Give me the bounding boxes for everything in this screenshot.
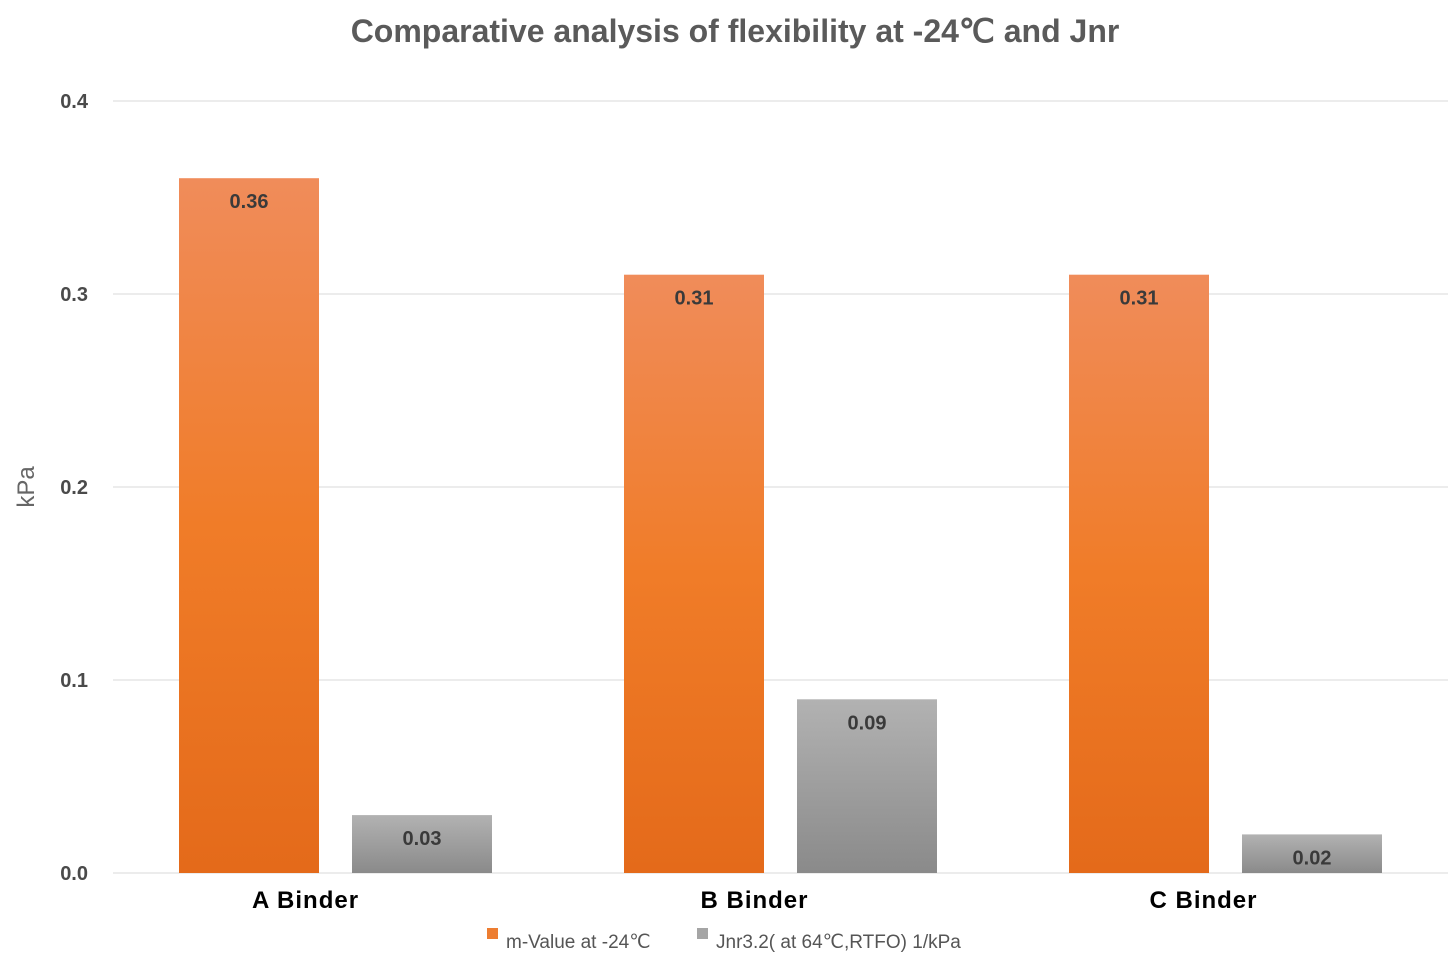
data-label: 0.03	[403, 828, 442, 850]
gridlines	[113, 100, 1448, 874]
y-tick-label: 0.4	[60, 91, 89, 113]
x-category-label: A Binder	[252, 887, 359, 914]
x-axis-categories: A Binder B Binder C Binder	[252, 887, 1257, 914]
legend-swatch-m-value	[487, 928, 498, 939]
legend-swatch-jnr	[697, 928, 708, 939]
y-axis-ticks: 0.0 0.1 0.2 0.3 0.4	[60, 91, 89, 885]
data-label: 0.36	[230, 191, 269, 213]
legend-label-m-value: m-Value at -24℃	[506, 932, 651, 953]
y-tick-label: 0.3	[60, 284, 88, 306]
y-axis-label: kPa	[13, 466, 40, 508]
bar-m-value-a	[179, 178, 319, 873]
data-label: 0.31	[1120, 288, 1159, 310]
x-category-label: C Binder	[1149, 887, 1257, 914]
legend-label-jnr: Jnr3.2( at 64℃,RTFO) 1/kPa	[716, 932, 961, 953]
bars	[179, 178, 1382, 873]
bar-m-value-c	[1069, 274, 1209, 873]
chart-title: Comparative analysis of flexibility at -…	[351, 13, 1120, 49]
data-label: 0.02	[1293, 847, 1332, 869]
bar-jnr-a	[352, 815, 492, 873]
data-label: 0.31	[675, 288, 714, 310]
legend: m-Value at -24℃ Jnr3.2( at 64℃,RTFO) 1/k…	[487, 928, 961, 953]
y-tick-label: 0.1	[60, 670, 88, 692]
x-category-label: B Binder	[700, 887, 808, 914]
y-tick-label: 0.0	[60, 863, 88, 885]
data-labels: 0.36 0.03 0.31 0.09 0.31 0.02	[230, 191, 1332, 869]
bar-m-value-b	[624, 274, 764, 873]
bar-jnr-c	[1242, 834, 1382, 873]
data-label: 0.09	[848, 712, 887, 734]
y-tick-label: 0.2	[60, 477, 88, 499]
bar-jnr-b	[797, 699, 937, 873]
